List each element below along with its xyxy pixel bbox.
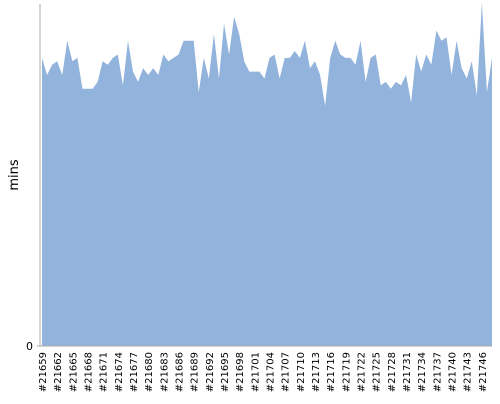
x-tick-label: #21746 <box>478 352 489 392</box>
x-tick-label: #21689 <box>190 352 201 392</box>
x-tick-label: #21722 <box>357 352 368 392</box>
x-tick-label: #21677 <box>129 352 140 392</box>
x-tick-label: #21713 <box>311 352 322 392</box>
x-tick-label: #21716 <box>326 352 337 392</box>
x-tick-label: #21686 <box>175 352 186 392</box>
x-tick-label: #21695 <box>220 352 231 392</box>
x-tick-label: #21737 <box>432 352 443 392</box>
x-tick-label: #21665 <box>68 352 79 392</box>
x-tick-label: #21731 <box>402 352 413 392</box>
x-tick-label: #21734 <box>417 352 428 392</box>
area <box>42 3 492 346</box>
y-axis-title: mins <box>7 159 22 191</box>
x-tick-label: #21719 <box>341 352 352 392</box>
x-tick-label: #21707 <box>281 352 292 392</box>
x-tick-label: #21698 <box>235 352 246 392</box>
x-tick-label: #21710 <box>296 352 307 392</box>
x-tick-label: #21725 <box>372 352 383 392</box>
y-tick-label: 0 <box>26 340 33 353</box>
x-tick-label: #21659 <box>38 352 49 392</box>
x-tick-label: #21743 <box>463 352 474 392</box>
x-tick-label: #21701 <box>250 352 261 392</box>
x-tick-label: #21671 <box>99 352 110 392</box>
x-tick-label: #21674 <box>114 352 125 392</box>
x-tick-label: #21740 <box>448 352 459 392</box>
x-tick-label: #21680 <box>144 352 155 392</box>
x-tick-label: #21728 <box>387 352 398 392</box>
x-tick-label: #21668 <box>84 352 95 392</box>
x-tick-label: #21692 <box>205 352 216 392</box>
x-tick-label: #21662 <box>53 352 64 392</box>
x-tick-label: #21704 <box>266 352 277 392</box>
x-tick-label: #21683 <box>159 352 170 392</box>
